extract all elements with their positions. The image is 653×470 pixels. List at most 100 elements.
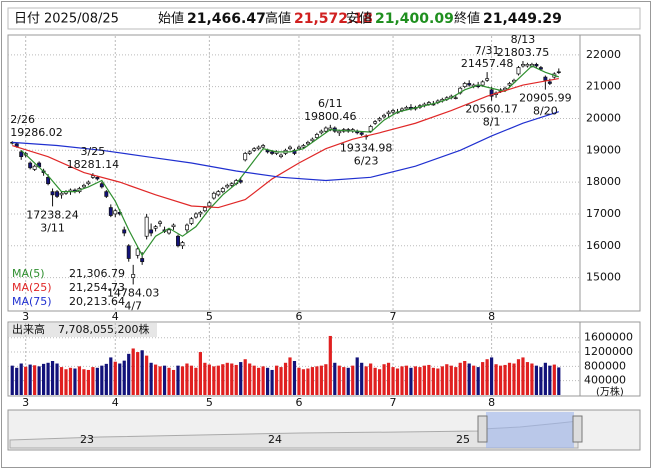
candle-body	[467, 83, 472, 86]
volume-bar	[73, 368, 77, 395]
volume-bar	[82, 369, 86, 395]
volume-bar	[297, 367, 301, 395]
volume-bar	[310, 367, 314, 395]
candle-body	[216, 191, 221, 196]
candle-body	[503, 87, 507, 91]
candle-body	[95, 176, 100, 180]
candle-body	[538, 67, 543, 70]
volume-bar	[234, 364, 238, 395]
y-tick-label: 16000	[586, 239, 621, 252]
volume-bar	[33, 365, 37, 395]
candle-body	[108, 207, 113, 216]
volume-bar	[382, 364, 386, 395]
volume-bar	[472, 365, 476, 395]
volume-bar	[418, 367, 422, 395]
volume-bar	[395, 368, 400, 395]
candle-body	[55, 191, 59, 197]
volume-bar	[404, 365, 409, 395]
navigator-window[interactable]	[486, 412, 574, 448]
annotation-date: 7/31	[475, 44, 500, 57]
volume-bar	[422, 365, 426, 395]
volume-tick-label: 400000	[584, 374, 626, 387]
volume-bar	[154, 364, 158, 395]
y-tick-label: 18000	[586, 175, 621, 188]
volume-bar	[467, 363, 471, 395]
volume-bar	[494, 364, 498, 395]
volume-bar	[230, 363, 234, 395]
volume-bar	[239, 362, 243, 395]
navigator-label: 25	[456, 433, 470, 446]
volume-bar	[413, 366, 418, 395]
candle-body	[368, 126, 373, 132]
candle-body	[485, 78, 490, 81]
volume-bar	[77, 366, 82, 395]
x-tick-label: 4	[112, 396, 119, 409]
volume-bar	[100, 365, 104, 395]
volume-bar	[400, 366, 404, 395]
candle-body	[238, 180, 243, 183]
candle-body	[171, 224, 176, 228]
volume-bar	[552, 364, 556, 395]
volume-bar	[476, 367, 480, 395]
navigator-handle-right[interactable]	[572, 415, 583, 443]
volume-bar	[525, 362, 530, 395]
annotation-date: 8/13	[511, 33, 536, 46]
annotation-value: 21803.75	[497, 46, 550, 59]
volume-tick-label: 1600000	[584, 331, 633, 344]
header-bar	[7, 7, 641, 30]
volume-bar	[315, 366, 319, 395]
annotation-date: 3/25	[81, 145, 106, 158]
high-label: 高値	[265, 11, 291, 27]
volume-bar	[37, 366, 41, 395]
volume-bar	[324, 364, 328, 395]
volume-bar	[180, 366, 185, 395]
x-tick-label: 7	[390, 396, 397, 409]
candle-body	[256, 146, 261, 150]
volume-title: 出来高	[12, 322, 45, 336]
annotation-date: 3/11	[40, 221, 65, 234]
volume-tick-label: 800000	[584, 359, 626, 372]
volume-bar	[301, 369, 306, 395]
volume-bar	[104, 363, 108, 395]
x-tick-label: 4	[112, 310, 119, 323]
navigator-handle-left[interactable]	[477, 415, 488, 443]
volume-bar	[490, 357, 494, 395]
annotation-value: 19334.98	[340, 142, 393, 155]
volume-bar	[427, 364, 431, 395]
volume-bar	[109, 357, 113, 395]
ma-legend-value: 21,306.79	[69, 267, 125, 280]
candle-body	[225, 184, 230, 188]
volume-bar	[449, 365, 453, 395]
candle-body	[305, 141, 310, 145]
volume-bar	[512, 363, 516, 395]
candle-body	[359, 132, 364, 135]
candle-body	[373, 121, 378, 124]
volume-bar	[171, 369, 176, 395]
x-tick-label: 6	[295, 396, 302, 409]
ma-line	[12, 77, 559, 209]
candle-body	[547, 81, 552, 84]
volume-bar	[24, 366, 28, 395]
volume-bar	[158, 366, 162, 395]
candle-body	[126, 245, 131, 259]
volume-bar	[207, 364, 211, 395]
volume-bar	[431, 367, 435, 395]
annotation-value: 17238.24	[26, 208, 79, 221]
volume-bar	[118, 363, 122, 395]
volume-bar	[351, 365, 355, 395]
candle-body	[207, 202, 212, 207]
navigator-label: 23	[80, 433, 94, 446]
annotation-value: 14784.03	[107, 286, 160, 299]
low-label: 安値	[346, 11, 372, 27]
open-label: 始値	[158, 11, 184, 27]
close-value: 21,449.29	[483, 11, 562, 27]
volume-bar	[167, 367, 171, 395]
candle-body	[144, 216, 149, 237]
ma-line	[12, 111, 559, 182]
volume-bar	[270, 369, 274, 395]
ma-line	[20, 65, 559, 257]
volume-bar	[333, 362, 337, 395]
candle-body	[377, 118, 382, 121]
candle-body	[270, 151, 275, 154]
candle-body	[86, 181, 91, 185]
